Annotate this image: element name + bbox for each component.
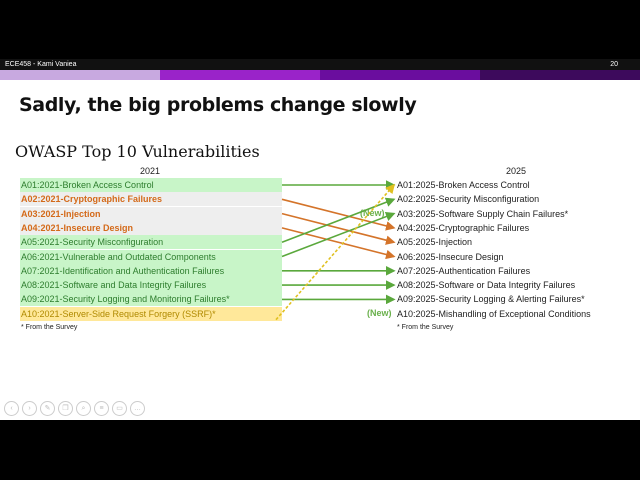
color-bar: [0, 70, 640, 80]
pen-icon[interactable]: ✎: [40, 401, 55, 416]
list-item-2021: A06:2021-Vulnerable and Outdated Compone…: [20, 249, 282, 264]
left-column-header: 2021: [140, 166, 161, 176]
menu-icon[interactable]: ≡: [94, 401, 109, 416]
mapping-arrow: [281, 212, 396, 245]
list-item-2021: A03:2021-Injection: [20, 206, 282, 221]
list-item-2025: A01:2025-Broken Access Control: [397, 180, 530, 190]
list-item-2025: A06:2025-Insecure Design: [397, 251, 504, 262]
new-badge-a10: (New): [367, 308, 392, 318]
list-item-2025: A08:2025-Software or Data Integrity Fail…: [397, 280, 576, 291]
color-bar-segment: [0, 70, 160, 80]
list-item-2021: A05:2021-Security Misconfiguration: [20, 235, 282, 250]
right-column-header: 2025: [506, 166, 527, 176]
list-item-2021: A10:2021-Server-Side Request Forgery (SS…: [20, 306, 282, 321]
course-label: ECE458 - Kami Vaniea: [5, 61, 77, 68]
slide-title: Sadly, the big problems change slowly: [19, 94, 417, 116]
prev-icon[interactable]: ‹: [4, 401, 19, 416]
presentation-controls: ‹ › ✎ ❐ ⌕ ≡ ▭…: [4, 401, 145, 416]
list-item-2025: A02:2025-Security Misconfiguration: [397, 194, 540, 205]
list-item-2025: A10:2025-Mishandling of Exceptional Cond…: [397, 308, 591, 319]
video-icon[interactable]: ▭: [112, 401, 127, 416]
list-item-2025: A09:2025-Security Logging & Alerting Fai…: [397, 294, 585, 305]
left-footnote: * From the Survey: [21, 324, 78, 331]
page-number: 20: [610, 61, 618, 68]
zoom-icon[interactable]: ⌕: [76, 401, 91, 416]
list-item-2021: A02:2021-Cryptographic Failures: [20, 192, 282, 207]
list-item-2025: A05:2025-Injection: [397, 237, 473, 248]
list-item-2021: A09:2021-Security Logging and Monitoring…: [20, 292, 282, 307]
list-item-2021: A07:2021-Identification and Authenticati…: [20, 263, 282, 278]
list-item-2021: A04:2021-Insecure Design: [20, 220, 282, 235]
right-footnote: * From the Survey: [397, 324, 454, 331]
color-bar-segment: [320, 70, 480, 80]
slide-subtitle: OWASP Top 10 Vulnerabilities: [15, 142, 260, 161]
list-item-2021: A01:2021-Broken Access Control: [20, 178, 282, 192]
next-icon[interactable]: ›: [22, 401, 37, 416]
new-badge-a03: (New): [360, 208, 385, 218]
list-item-2021: A08:2021-Software and Data Integrity Fai…: [20, 278, 282, 293]
slide: ECE458 - Kami Vaniea 20 Sadly, the big p…: [0, 59, 640, 420]
more-icon[interactable]: …: [130, 401, 145, 416]
list-item-2025: A07:2025-Authentication Failures: [397, 265, 531, 276]
mapping-arrows: [275, 180, 396, 321]
list-item-2025: A04:2025-Cryptographic Failures: [397, 222, 530, 233]
color-bar-segment: [480, 70, 640, 80]
slide-header-bar: ECE458 - Kami Vaniea 20: [0, 59, 640, 70]
mapping-arrow: [281, 198, 396, 231]
copy-icon[interactable]: ❐: [58, 401, 73, 416]
mapping-arrow: [281, 211, 396, 258]
mapping-arrow: [281, 227, 396, 260]
list-item-2025: A03:2025-Software Supply Chain Failures*: [397, 208, 569, 219]
color-bar-segment: [160, 70, 320, 80]
